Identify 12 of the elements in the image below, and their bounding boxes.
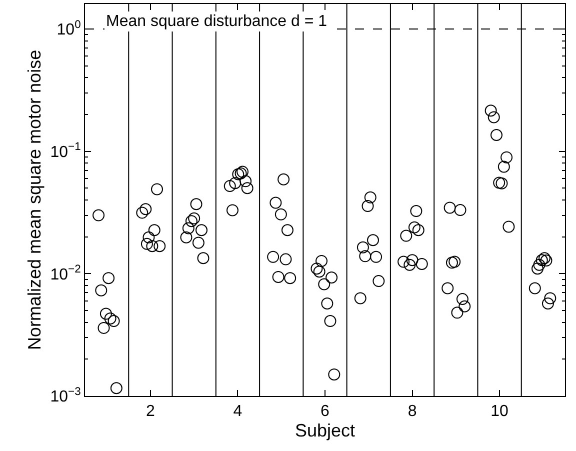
ref-line-label: Mean square disturbance d = 1	[106, 13, 328, 30]
y-tick-label: 10$^{−2}$	[50, 264, 81, 284]
x-tick-label: 6	[320, 403, 330, 420]
y-tick-label: 10$^{−3}$	[50, 386, 81, 406]
x-tick-label: 4	[233, 403, 242, 420]
y-tick-label: 10$^{−1}$	[50, 141, 81, 161]
x-tick-label: 2	[146, 403, 155, 420]
x-tick-label: 10	[490, 403, 509, 420]
y-axis-title: Normalized mean square motor noise	[24, 50, 44, 350]
x-tick-label: 8	[408, 403, 417, 420]
y-tick-label: 10$^{0}$	[56, 18, 81, 39]
x-axis-title: Subject	[294, 420, 356, 440]
